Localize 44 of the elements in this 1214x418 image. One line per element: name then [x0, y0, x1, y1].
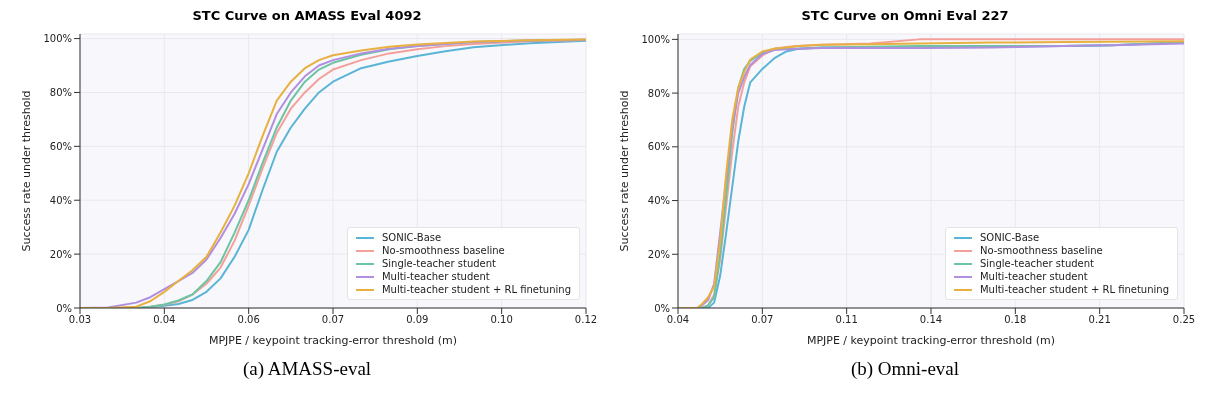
- text: (b) Omni-eval: [849, 358, 961, 380]
- legend-label: Multi-teacher student + RL finetuning: [381, 284, 571, 295]
- x-tick-label: 0.04: [153, 314, 176, 326]
- y-tick-label: 80%: [647, 87, 670, 99]
- x-tick-label: 0.12: [574, 314, 598, 326]
- y-axis-title: Success rate under threshold: [19, 90, 33, 252]
- y-tick-label: 40%: [647, 195, 670, 207]
- y-tick-label: 100%: [43, 33, 72, 45]
- x-tick-label: 0.04: [666, 314, 690, 326]
- y-tick-label: 60%: [647, 141, 670, 153]
- x-axis-title: MPJPE / keypoint tracking-error threshold (m): [806, 334, 1056, 347]
- text: (a) AMASS-eval: [241, 358, 373, 380]
- x-tick-label: 0.18: [1004, 314, 1027, 326]
- x-axis-title: MPJPE / keypoint tracking-error threshold (m): [208, 334, 458, 347]
- x-tick-label: 0.07: [751, 314, 774, 326]
- x-tick-label: 0.21: [1088, 314, 1111, 326]
- x-tick-label: 0.11: [835, 314, 858, 326]
- x-tick-label: 0.03: [68, 314, 92, 326]
- legend-label: Multi-teacher student: [979, 271, 1088, 282]
- y-tick-label: 20%: [647, 248, 670, 260]
- chart-title: STC Curve on AMASS Eval 4092: [191, 8, 423, 25]
- legend-label: No-smoothness baseline: [979, 245, 1103, 256]
- x-tick-label: 0.25: [1172, 314, 1196, 326]
- y-tick-label: 100%: [641, 33, 670, 45]
- legend-label: Multi-teacher student + RL finetuning: [979, 284, 1169, 295]
- legend-label: SONIC-Base: [381, 232, 442, 243]
- legend-label: Single-teacher student: [979, 258, 1095, 269]
- x-tick-label: 0.10: [490, 314, 513, 326]
- y-axis-title: Success rate under threshold: [617, 90, 631, 252]
- x-tick-label: 0.06: [237, 314, 260, 326]
- legend-label: Multi-teacher student: [381, 271, 490, 282]
- x-tick-label: 0.14: [919, 314, 943, 326]
- y-tick-label: 80%: [49, 87, 72, 99]
- legend-label: Single-teacher student: [381, 258, 497, 269]
- chart-title: STC Curve on Omni Eval 227: [800, 8, 1010, 25]
- x-tick-label: 0.07: [321, 314, 345, 326]
- y-tick-label: 40%: [49, 194, 72, 206]
- y-tick-label: 20%: [49, 248, 72, 260]
- y-tick-label: 0%: [56, 302, 72, 314]
- legend-label: SONIC-Base: [979, 232, 1040, 243]
- y-tick-label: 0%: [654, 302, 670, 314]
- x-tick-label: 0.09: [406, 314, 429, 326]
- y-tick-label: 60%: [49, 140, 72, 152]
- legend-label: No-smoothness baseline: [381, 245, 505, 256]
